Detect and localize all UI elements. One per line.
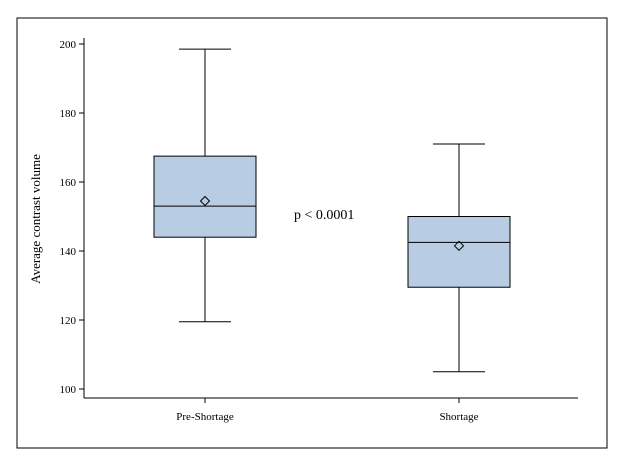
y-axis-title: Average contrast volume xyxy=(28,154,43,284)
y-axis-ticks: 100 120 140 160 180 200 xyxy=(60,39,84,396)
x-tick-label: Shortage xyxy=(439,411,478,423)
y-tick-label: 180 xyxy=(60,108,77,120)
iqr-box xyxy=(407,216,511,288)
y-tick-label: 200 xyxy=(60,39,77,51)
box-2 xyxy=(407,143,511,373)
figure-frame xyxy=(16,17,608,449)
boxes-layer xyxy=(153,48,511,373)
mean-marker xyxy=(199,195,211,207)
mean-marker xyxy=(453,240,465,252)
x-axis-ticks: Pre-Shortage Shortage xyxy=(176,398,479,423)
y-tick-label: 100 xyxy=(60,384,77,396)
x-tick-label: Pre-Shortage xyxy=(176,411,234,423)
box-1 xyxy=(153,48,257,323)
p-value-annotation: p < 0.0001 xyxy=(294,208,354,223)
y-tick-label: 120 xyxy=(60,315,77,327)
y-tick-label: 160 xyxy=(60,177,77,189)
y-tick-label: 140 xyxy=(60,246,77,258)
